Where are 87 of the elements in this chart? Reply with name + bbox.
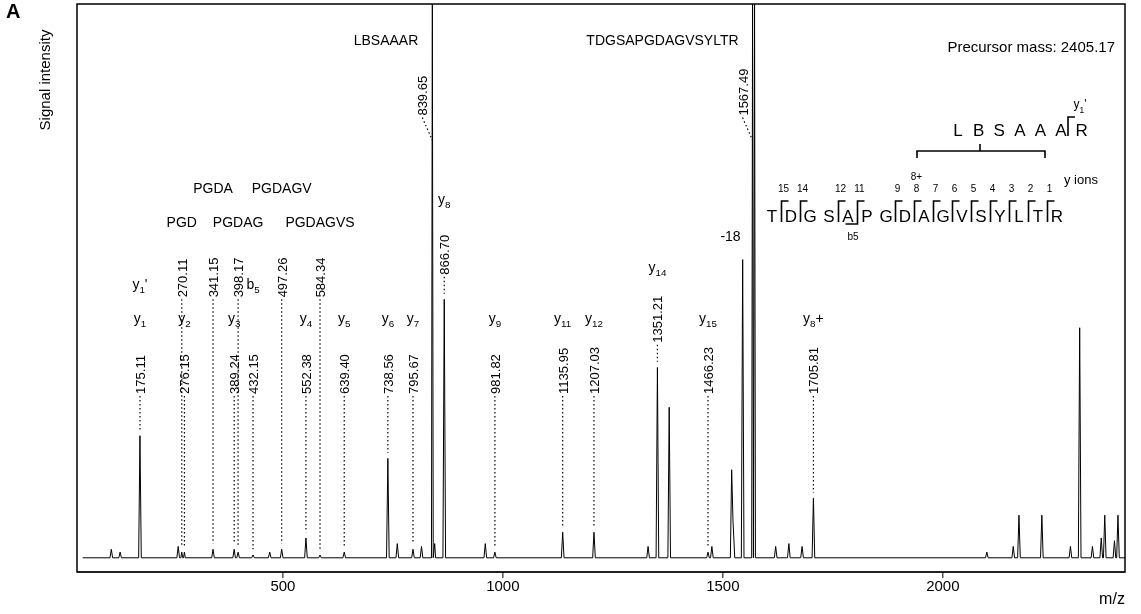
- annotation: LBSAAAR: [353, 31, 419, 48]
- text: y: [406, 309, 414, 326]
- annotation: 5: [254, 284, 261, 296]
- text: 12: [834, 183, 847, 194]
- text: y: [648, 258, 656, 275]
- annotation: 552.38: [298, 354, 314, 394]
- annotation: PGDAGVS: [285, 213, 355, 230]
- annotation: 1207.03: [586, 346, 602, 394]
- text: A: [6, 0, 21, 22]
- annotation: 270.11: [174, 258, 190, 298]
- annotation: 639.40: [337, 354, 353, 394]
- annotation: 7: [413, 318, 420, 330]
- annotation: y ions: [1064, 172, 1099, 187]
- text: 1: [1046, 183, 1053, 194]
- text: 4: [989, 183, 996, 194]
- annotation: 276.15: [177, 354, 193, 394]
- text: 11: [854, 183, 865, 194]
- annotation: 432.15: [246, 354, 262, 394]
- annotation: 497.26: [274, 257, 290, 298]
- annotation: 341.15: [206, 257, 222, 298]
- annotation: 981.82: [487, 354, 503, 394]
- annotation: 1: [140, 318, 147, 330]
- text: y: [699, 309, 707, 326]
- annotation: PGDA: [193, 179, 234, 196]
- text: y: [299, 309, 307, 326]
- annotation: 1351.21: [650, 295, 666, 343]
- annotation: 3: [234, 318, 241, 330]
- annotation: 795.67: [405, 354, 421, 394]
- text: 15: [777, 183, 790, 194]
- text: ': [144, 275, 148, 292]
- text: y: [133, 309, 141, 326]
- annotation: -18: [720, 227, 741, 244]
- text: 6: [951, 183, 958, 194]
- annotation: y$_{8}$: [803, 309, 817, 330]
- text: y: [585, 309, 593, 326]
- annotation: L B S A A A R: [953, 121, 1088, 140]
- annotation: 12: [592, 318, 603, 330]
- annotation: 11: [561, 318, 572, 330]
- annotation: 1705.81: [806, 346, 822, 394]
- annotation: y$_{1}$': [1073, 97, 1087, 115]
- annotation: 6: [388, 318, 395, 330]
- x-tick-label: 1500: [706, 576, 740, 594]
- annotation: 839.65: [415, 75, 431, 116]
- text: y: [488, 309, 496, 326]
- annotation: PGD: [166, 213, 197, 230]
- text: 7: [932, 183, 939, 194]
- x-tick-label: 1000: [486, 576, 520, 594]
- text: y: [438, 190, 446, 207]
- annotation: 584.34: [313, 257, 329, 298]
- annotation: PGDAG: [212, 213, 264, 230]
- annotation: y$_{5}$: [338, 309, 352, 330]
- text: y: [381, 309, 389, 326]
- annotation: 1135.95: [555, 347, 571, 394]
- annotation: 1466.23: [701, 346, 717, 394]
- text: y: [178, 309, 186, 326]
- annotation: Precursor mass: 2405.17: [947, 38, 1115, 55]
- annotation: y$_{1}$: [132, 275, 145, 296]
- text: 3: [1008, 183, 1015, 194]
- annotation: TDGSAPGDAGVSYLTR: [586, 31, 739, 48]
- text: 8: [913, 183, 920, 194]
- text: y: [227, 309, 235, 326]
- annotation: 8+: [910, 171, 923, 182]
- x-tick-label: 500: [270, 576, 296, 594]
- annotation: 1567.49: [735, 68, 751, 116]
- text: +: [815, 309, 824, 326]
- x-axis-title: m/z: [1099, 590, 1125, 607]
- text: 14: [796, 183, 809, 194]
- text: b: [246, 275, 255, 292]
- annotation: 15: [706, 318, 718, 330]
- text: y: [554, 309, 562, 326]
- annotation: PGDAGV: [251, 179, 313, 196]
- annotation: 398.17: [231, 257, 247, 298]
- x-tick-label: 2000: [926, 576, 960, 594]
- text: 5: [970, 183, 977, 194]
- annotation: 866.70: [437, 234, 453, 275]
- annotation: 4: [306, 318, 313, 330]
- annotation: 389.24: [227, 354, 243, 394]
- annotation: 175.11: [132, 355, 148, 394]
- annotation: 8: [445, 199, 452, 211]
- annotation: b5: [847, 231, 859, 242]
- annotation: 9: [495, 318, 502, 330]
- text: 9: [894, 183, 901, 194]
- annotation: 2: [185, 318, 191, 330]
- y-axis-title: Signal intensity: [36, 29, 53, 131]
- annotation: 738.56: [380, 354, 396, 394]
- text: 2: [1027, 183, 1034, 194]
- annotation: 14: [655, 267, 667, 279]
